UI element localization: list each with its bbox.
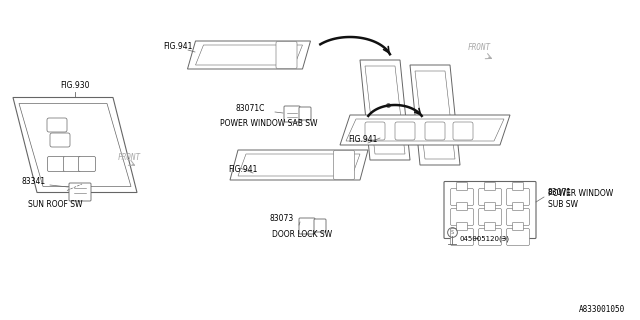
FancyBboxPatch shape <box>451 209 474 226</box>
FancyBboxPatch shape <box>451 188 474 205</box>
FancyBboxPatch shape <box>79 156 95 172</box>
Text: FIG.941: FIG.941 <box>228 165 257 174</box>
FancyBboxPatch shape <box>333 150 355 180</box>
FancyBboxPatch shape <box>513 182 524 190</box>
Text: 83071: 83071 <box>548 188 572 197</box>
FancyBboxPatch shape <box>479 209 502 226</box>
FancyBboxPatch shape <box>456 203 467 211</box>
Text: FRONT: FRONT <box>118 153 141 162</box>
FancyBboxPatch shape <box>479 188 502 205</box>
Text: POWER WINDOW
SUB SW: POWER WINDOW SUB SW <box>548 189 613 209</box>
FancyBboxPatch shape <box>47 118 67 132</box>
Text: FIG.941: FIG.941 <box>348 135 378 144</box>
FancyBboxPatch shape <box>513 222 524 230</box>
FancyBboxPatch shape <box>506 209 529 226</box>
FancyBboxPatch shape <box>276 42 297 68</box>
Text: FIG.930: FIG.930 <box>60 81 90 90</box>
Text: DOOR LOCK SW: DOOR LOCK SW <box>272 230 332 239</box>
FancyBboxPatch shape <box>299 107 311 120</box>
Text: S: S <box>451 229 454 235</box>
Polygon shape <box>410 65 460 165</box>
Text: 83341: 83341 <box>22 177 46 186</box>
FancyBboxPatch shape <box>453 122 473 140</box>
FancyBboxPatch shape <box>63 156 81 172</box>
Text: POWER WINDOW SAB SW: POWER WINDOW SAB SW <box>220 119 317 128</box>
FancyBboxPatch shape <box>484 203 495 211</box>
Text: FIG.941: FIG.941 <box>163 42 193 51</box>
FancyBboxPatch shape <box>451 228 474 245</box>
Polygon shape <box>360 60 410 160</box>
Text: 83071C: 83071C <box>236 104 266 113</box>
FancyBboxPatch shape <box>69 183 91 201</box>
Polygon shape <box>340 115 510 145</box>
Polygon shape <box>230 150 368 180</box>
FancyBboxPatch shape <box>395 122 415 140</box>
FancyBboxPatch shape <box>47 156 65 172</box>
FancyBboxPatch shape <box>456 222 467 230</box>
Text: 045005120(3): 045005120(3) <box>460 235 510 242</box>
FancyBboxPatch shape <box>513 203 524 211</box>
FancyBboxPatch shape <box>456 182 467 190</box>
Polygon shape <box>188 41 310 69</box>
FancyBboxPatch shape <box>506 228 529 245</box>
Polygon shape <box>13 98 137 193</box>
FancyBboxPatch shape <box>50 133 70 147</box>
FancyBboxPatch shape <box>284 106 300 122</box>
FancyBboxPatch shape <box>444 181 536 238</box>
Text: FRONT: FRONT <box>468 43 491 52</box>
FancyBboxPatch shape <box>484 182 495 190</box>
FancyBboxPatch shape <box>314 219 326 232</box>
FancyBboxPatch shape <box>365 122 385 140</box>
FancyBboxPatch shape <box>506 188 529 205</box>
Text: 83073: 83073 <box>270 214 294 223</box>
FancyBboxPatch shape <box>425 122 445 140</box>
Text: A833001050: A833001050 <box>579 305 625 314</box>
FancyBboxPatch shape <box>484 222 495 230</box>
FancyBboxPatch shape <box>479 228 502 245</box>
FancyBboxPatch shape <box>299 218 315 234</box>
Text: SUN ROOF SW: SUN ROOF SW <box>28 200 83 209</box>
